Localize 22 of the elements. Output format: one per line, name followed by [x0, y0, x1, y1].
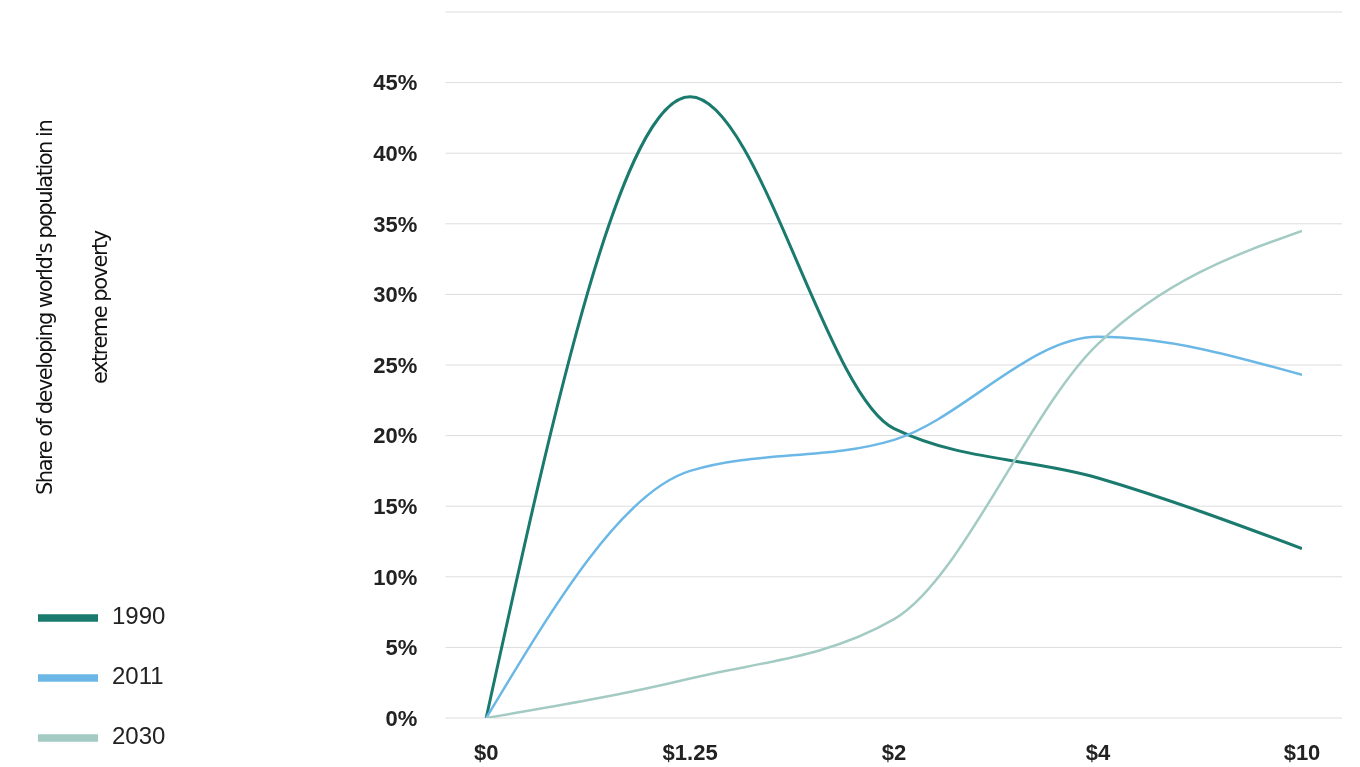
x-tick-label: $4	[1085, 739, 1112, 765]
line-series	[484, 229, 1302, 718]
text: Share of developing world's population in extreme poverty	[33, 120, 112, 496]
y-tick-label: 25%	[373, 352, 418, 378]
x-tick-label: $10	[1283, 739, 1321, 765]
y-tick-label: 5%	[385, 635, 418, 661]
x-tick-label: $2	[881, 739, 907, 765]
legend-label: 2011	[112, 662, 164, 690]
y-tick-label: 35%	[373, 211, 418, 237]
legend-label: 1990	[112, 602, 166, 630]
x-tick-label: $1.25	[662, 739, 718, 765]
y-tick-label: 40%	[373, 141, 418, 167]
y-tick-label: 15%	[373, 494, 418, 520]
line-series	[484, 95, 1302, 718]
x-tick-label: $0	[473, 739, 499, 765]
line-series	[484, 335, 1302, 718]
y-tick-label: 0%	[385, 705, 418, 731]
y-tick-label: 10%	[373, 564, 418, 590]
y-tick-label: 20%	[373, 423, 418, 449]
y-tick-label: 30%	[373, 282, 418, 308]
y-tick-label: 45%	[373, 70, 418, 96]
legend-label: 2030	[112, 722, 166, 750]
